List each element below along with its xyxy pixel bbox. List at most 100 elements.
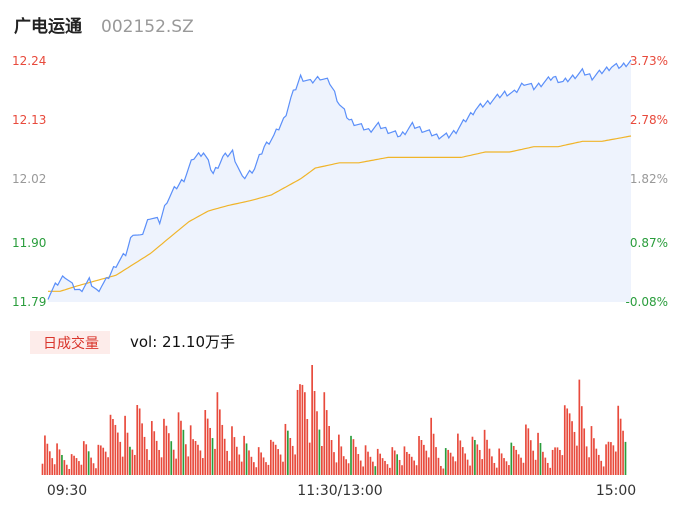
volume-bar [155,440,158,475]
volume-bar [500,453,503,475]
volume-bar [133,454,136,475]
volume-bar [602,466,605,475]
volume-bar [452,456,454,475]
volume-bar [282,461,284,475]
volume-bar [578,379,581,475]
volume-bar [65,464,68,475]
volume-bar [48,451,51,475]
volume-bar [231,426,233,475]
volume-bar [223,438,226,475]
volume-bar [425,450,428,475]
volume-bar [158,449,160,475]
percent-tick-label: 2.78% [630,113,668,127]
volume-bar [469,465,471,475]
volume-bar [364,445,367,475]
volume-bar [605,444,607,475]
volume-bar [624,441,627,475]
volume-bar [345,459,347,475]
volume-bar [330,440,333,475]
volume-bar [393,450,396,475]
volume-bar [559,449,561,475]
volume-bar [209,427,211,475]
volume-bar [136,405,139,475]
volume-bar [218,409,221,475]
volume-bar [347,463,350,475]
percent-tick-label: 1.82% [630,172,668,186]
volume-bar [58,449,61,475]
volume-bar [61,454,63,475]
volume-bar [374,466,377,475]
volume-bar [146,449,148,475]
volume-bar [398,459,401,475]
time-axis-labels: 09:30 11:30/13:00 15:00 [47,483,636,499]
volume-bar [539,443,542,475]
volume-bar [289,437,292,475]
volume-bar [82,441,85,475]
volume-bar [597,454,600,475]
price-axis-labels: 12.24 12.13 12.02 11.90 11.79 [12,54,46,309]
volume-bar [291,445,294,475]
volume-bar [304,392,306,475]
volume-bar [95,468,97,475]
volume-bar [566,408,569,475]
volume-bar [454,461,457,475]
volume-bar [107,457,109,475]
volume-bar [121,456,124,475]
volume-bar [294,454,296,475]
volume-bar [182,429,185,475]
volume-bar [464,453,467,475]
time-tick-label: 09:30 [47,483,87,499]
volume-bar [323,392,326,475]
volume-bar [384,460,386,475]
volume-bar [248,450,250,475]
volume-bar [357,454,360,475]
average-price-line [48,135,632,292]
volume-bar [386,464,389,475]
volume-bar [505,461,508,475]
volume-bar [595,448,598,475]
volume-bar [607,441,610,475]
volume-bar [459,440,462,475]
volume-bar [73,455,75,475]
volume-bar [296,389,299,475]
volume-bar [447,449,450,475]
volume-bar [318,429,321,475]
volume-bar [150,421,153,475]
volume-bar [262,457,265,475]
volume-bar [585,446,588,475]
volume-bar [568,413,571,475]
volume-bar [486,439,488,475]
volume-label-badge [30,331,110,354]
volume-bar [80,464,83,475]
volume-bar [306,419,309,475]
volume-bar [549,467,552,475]
volume-bar [617,405,620,475]
volume-bar [408,453,411,475]
volume-bar [301,384,304,475]
volume-bar [362,466,364,475]
volume-bar [474,440,476,475]
volume-bar [299,384,301,475]
volume-bar [44,435,46,475]
volume-bar [342,456,345,475]
volume-bars [41,365,627,475]
volume-bar [498,448,501,475]
volume-bar [554,447,556,475]
volume-bar [277,449,279,475]
volume-bar [333,452,335,475]
volume-bar [328,426,330,475]
volume-bar [503,458,505,475]
volume-bar [51,458,54,475]
volume-bar [235,446,238,475]
volume-bar [588,457,590,475]
time-tick-label: 11:30/13:00 [297,483,382,499]
volume-bar [379,453,381,475]
volume-bar [435,447,437,475]
volume-bar [189,425,192,475]
volume-bar [104,451,107,475]
price-tick-label: 12.02 [12,172,46,186]
volume-bar [325,410,328,475]
volume-bar [508,465,510,475]
volume-bar [126,432,129,475]
volume-bar [308,442,311,475]
